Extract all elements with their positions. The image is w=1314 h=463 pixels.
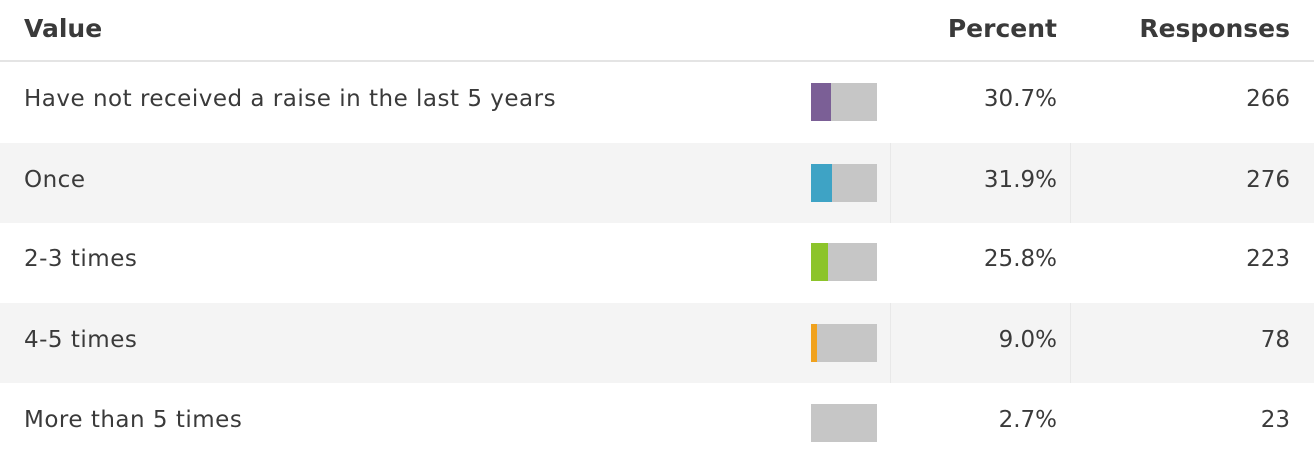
row-label: 4-5 times bbox=[24, 327, 138, 353]
header-responses: Responses bbox=[1139, 14, 1290, 43]
column-divider bbox=[1070, 303, 1071, 383]
column-divider bbox=[1070, 143, 1071, 223]
bar-track bbox=[811, 83, 877, 121]
percent-cell: 30.7% bbox=[983, 86, 1057, 112]
row-label: More than 5 times bbox=[24, 407, 243, 433]
header-percent: Percent bbox=[947, 14, 1057, 43]
percent-cell: 25.8% bbox=[983, 246, 1057, 272]
bar-track bbox=[811, 404, 877, 442]
bar bbox=[811, 243, 829, 281]
column-divider bbox=[890, 303, 891, 383]
responses-cell: 223 bbox=[1246, 246, 1290, 272]
bar-track bbox=[811, 324, 877, 362]
bar bbox=[811, 83, 832, 121]
column-divider bbox=[890, 143, 891, 223]
bar bbox=[811, 404, 813, 442]
bar bbox=[811, 164, 833, 202]
table-row: More than 5 times 2.7% 23 bbox=[0, 383, 1314, 463]
percent-cell: 9.0% bbox=[998, 327, 1057, 353]
responses-cell: 276 bbox=[1246, 167, 1290, 193]
table-row: Have not received a raise in the last 5 … bbox=[0, 62, 1314, 142]
percent-cell: 31.9% bbox=[983, 167, 1057, 193]
row-label: Once bbox=[24, 167, 86, 193]
percent-cell: 2.7% bbox=[998, 407, 1057, 433]
bar-track bbox=[811, 164, 877, 202]
bar-track bbox=[811, 243, 877, 281]
responses-cell: 78 bbox=[1260, 327, 1290, 353]
row-label: Have not received a raise in the last 5 … bbox=[24, 86, 557, 112]
responses-cell: 23 bbox=[1260, 407, 1290, 433]
bar bbox=[811, 324, 817, 362]
table-row: 2-3 times 25.8% 223 bbox=[0, 222, 1314, 302]
row-label: 2-3 times bbox=[24, 246, 138, 272]
table-row: 4-5 times 9.0% 78 bbox=[0, 303, 1314, 383]
table-row: Once 31.9% 276 bbox=[0, 143, 1314, 223]
table-header: Value Percent Responses bbox=[0, 0, 1314, 62]
header-value: Value bbox=[24, 14, 103, 43]
responses-cell: 266 bbox=[1246, 86, 1290, 112]
